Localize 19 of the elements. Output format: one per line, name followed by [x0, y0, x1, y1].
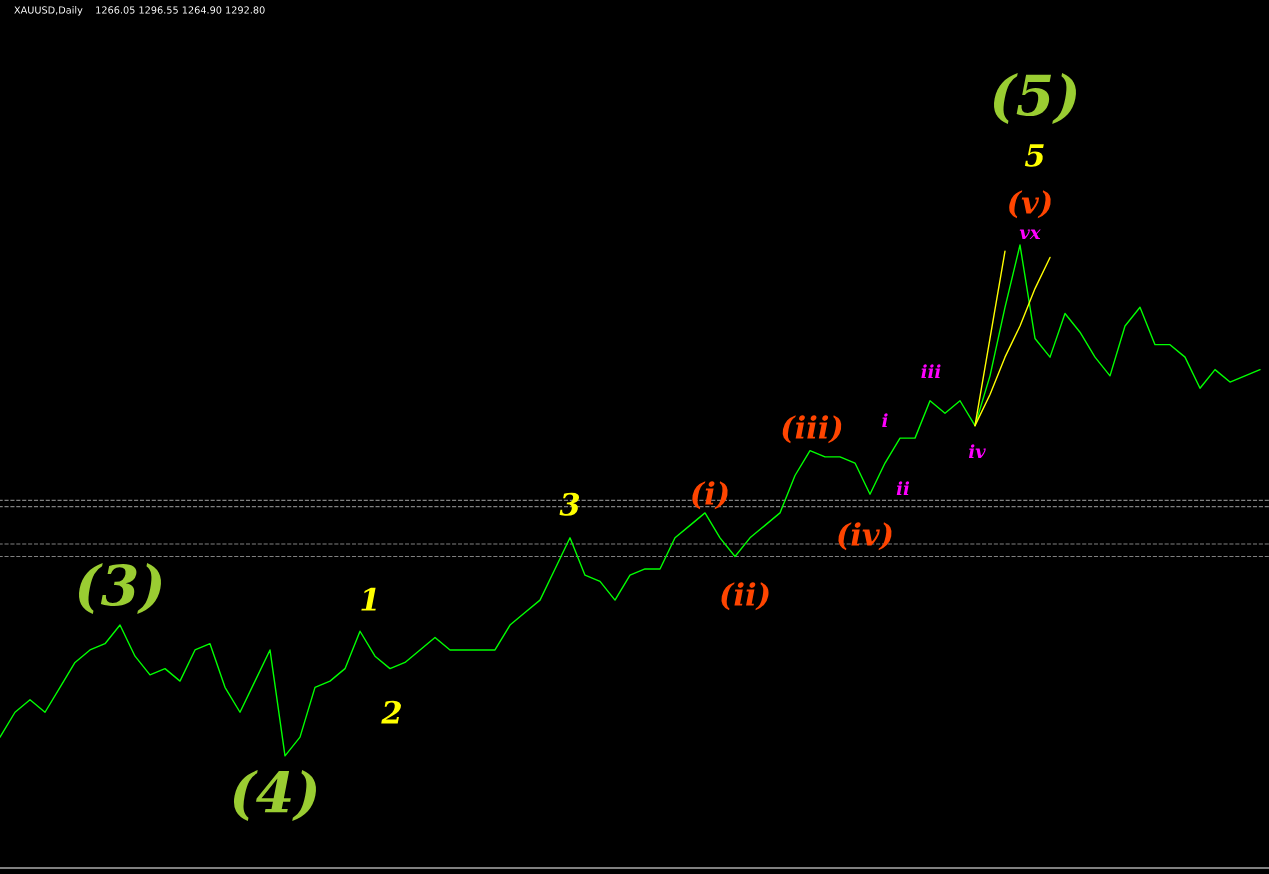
annotation: iv	[968, 444, 986, 458]
annotation: (iv)	[838, 522, 892, 551]
text: 5	[1024, 144, 1044, 167]
annotation: (iii)	[782, 415, 842, 444]
annotation: (ii)	[721, 582, 769, 611]
annotation: (3)	[78, 563, 161, 614]
text: (v)	[1009, 190, 1051, 219]
text: (5)	[993, 73, 1076, 124]
annotation: ii	[896, 481, 910, 495]
annotation: i	[882, 413, 888, 427]
annotation: 3	[559, 492, 580, 516]
chart-title: XAUUSD,Daily	[14, 6, 83, 16]
annotation: iii	[921, 364, 941, 378]
annotation: (4)	[233, 770, 316, 821]
annotation: (i)	[692, 481, 728, 510]
annotation: 2	[381, 700, 401, 724]
annotation: 1	[361, 587, 376, 611]
text: vx	[1019, 229, 1041, 239]
chart-subtitle: 1266.05 1296.55 1264.90 1292.80	[96, 6, 265, 14]
